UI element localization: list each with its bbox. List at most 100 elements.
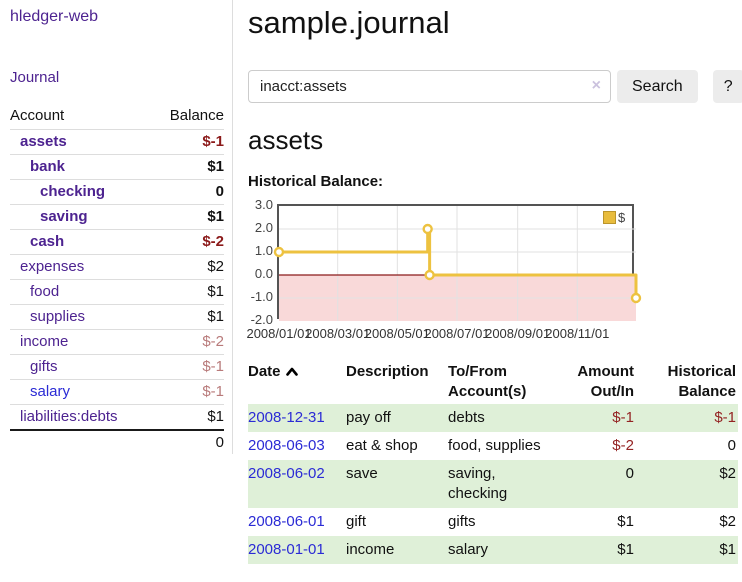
account-balance: $1: [207, 208, 224, 225]
transaction-accounts: saving, checking: [448, 460, 562, 508]
y-axis-tick-label: 0.0: [254, 266, 273, 281]
account-balance: $-2: [202, 333, 224, 350]
account-row: income $-2: [10, 329, 224, 354]
transaction-amount: $1: [561, 536, 642, 564]
x-axis-tick-label: 2008/05/01: [364, 326, 430, 341]
account-balance: $-2: [202, 233, 224, 250]
transaction-description: income: [346, 536, 449, 564]
balance-column-header: Balance: [169, 107, 224, 124]
search-form: × Search ?: [248, 70, 742, 103]
search-button[interactable]: Search: [617, 70, 698, 103]
account-row: bank $1: [10, 154, 224, 179]
sidebar: hledger-web Journal Account Balance asse…: [0, 0, 233, 454]
transaction-row: 2008-01-01 income salary $1 $1: [248, 536, 738, 564]
transaction-row: 2008-12-31 pay off debts $-1 $-1: [248, 404, 738, 432]
y-axis-tick-label: -2.0: [250, 312, 273, 327]
transaction-date-link[interactable]: 2008-06-03: [248, 437, 325, 454]
account-balance: $-1: [202, 358, 224, 375]
transaction-balance: $2: [641, 460, 738, 508]
app-title-link[interactable]: hledger-web: [10, 8, 99, 25]
clear-search-icon[interactable]: ×: [591, 77, 601, 94]
account-link[interactable]: food: [30, 283, 60, 300]
transaction-description: save: [346, 460, 449, 508]
account-link[interactable]: liabilities:debts: [20, 408, 118, 425]
account-link[interactable]: salary: [30, 383, 71, 400]
account-row: cash $-2: [10, 229, 224, 254]
transaction-date-link[interactable]: 2008-06-01: [248, 513, 325, 530]
legend-series-label: $: [618, 210, 626, 225]
transaction-amount: 0: [561, 460, 642, 508]
account-row: liabilities:debts $1: [10, 404, 224, 429]
account-link[interactable]: cash: [30, 233, 65, 250]
historical-balance-chart: 3.0 2.0 1.0 0.0 -1.0 -2.0 2008/01/01 2008/03/01…: [246, 197, 738, 344]
transaction-row: 2008-06-03 eat & shop food, supplies $-2 0: [248, 432, 738, 460]
y-axis-tick-label: 2.0: [254, 220, 273, 235]
transaction-amount: $-2: [612, 437, 634, 454]
transaction-description: pay off: [346, 404, 449, 432]
help-button[interactable]: ?: [712, 70, 742, 103]
account-row: supplies $1: [10, 304, 224, 329]
search-input-wrap: ×: [248, 70, 611, 103]
account-link[interactable]: supplies: [30, 308, 86, 325]
account-balance: $1: [207, 158, 224, 175]
account-link[interactable]: bank: [30, 158, 66, 175]
account-heading: assets: [248, 125, 324, 155]
account-link[interactable]: assets: [20, 133, 67, 150]
account-row: gifts $-1: [10, 354, 224, 379]
y-axis-tick-label: -1.0: [250, 289, 273, 304]
column-header-historical-balance: Historical Balance: [667, 363, 736, 400]
account-balance: $1: [207, 408, 224, 425]
transaction-accounts: debts: [448, 404, 562, 432]
transaction-date-link[interactable]: 2008-06-02: [248, 465, 325, 482]
column-header-amount-out-in: Amount Out/In: [577, 363, 634, 400]
accounts-table: Account Balance assets $-1 bank $1 checking 0…: [10, 104, 224, 454]
account-row: assets $-1: [10, 129, 224, 154]
transaction-balance: 0: [727, 437, 736, 454]
account-link[interactable]: saving: [40, 208, 88, 225]
account-link[interactable]: checking: [40, 183, 106, 200]
account-row: food $1: [10, 279, 224, 304]
transaction-row: 2008-06-02 save saving, checking 0 $2: [248, 460, 738, 508]
transaction-balance: $-1: [641, 404, 738, 432]
transaction-balance: $1: [641, 536, 738, 564]
account-balance: $-1: [202, 383, 224, 400]
y-axis-tick-label: 3.0: [254, 197, 273, 212]
transaction-balance: $2: [719, 513, 736, 530]
account-link[interactable]: income: [20, 333, 69, 350]
accounts-total-row: 0: [10, 429, 224, 454]
transaction-amount: $1: [617, 513, 634, 530]
transaction-date-link[interactable]: 2008-01-01: [248, 541, 325, 558]
accounts-list: assets $-1 bank $1 checking 0 saving $1 cash $-2 e…: [10, 129, 224, 429]
transaction-accounts: food, supplies: [448, 437, 541, 454]
column-header-date[interactable]: Date: [248, 360, 346, 404]
x-axis-tick-label: 2008/07/01: [424, 326, 490, 341]
transaction-accounts: salary: [448, 536, 562, 564]
accounts-table-header: Account Balance: [10, 104, 224, 129]
legend-swatch-icon: [603, 211, 616, 224]
accounts-total-value: 0: [215, 434, 224, 451]
account-link[interactable]: expenses: [20, 258, 85, 275]
account-balance: $-1: [202, 133, 224, 150]
x-axis-tick-label: 2008/11/01: [545, 326, 610, 341]
y-axis-tick-label: 1.0: [254, 243, 273, 258]
account-row: salary $-1: [10, 379, 224, 404]
page: hledger-web Journal Account Balance asse…: [0, 0, 742, 564]
chart-label: Historical Balance:: [248, 173, 384, 190]
transaction-description: gift: [346, 513, 367, 530]
account-balance: $2: [207, 258, 224, 275]
account-column-header: Account: [10, 107, 65, 124]
account-row: expenses $2: [10, 254, 224, 279]
transaction-description: eat & shop: [346, 437, 418, 454]
account-balance: 0: [215, 183, 224, 200]
search-input[interactable]: [248, 70, 611, 103]
account-row: saving $1: [10, 204, 224, 229]
account-link[interactable]: gifts: [30, 358, 58, 375]
sidebar-item-journal[interactable]: Journal: [10, 69, 60, 86]
sort-ascending-icon: [285, 367, 298, 376]
transaction-date-link[interactable]: 2008-12-31: [248, 409, 325, 426]
register-table: Date Description To/From Account(s) Amount …: [248, 360, 738, 564]
page-title: sample.journal: [248, 5, 450, 40]
column-header-description: Description: [346, 363, 429, 380]
x-axis-tick-label: 2008/03/01: [305, 326, 371, 341]
sidebar-nav: Journal: [10, 69, 224, 87]
